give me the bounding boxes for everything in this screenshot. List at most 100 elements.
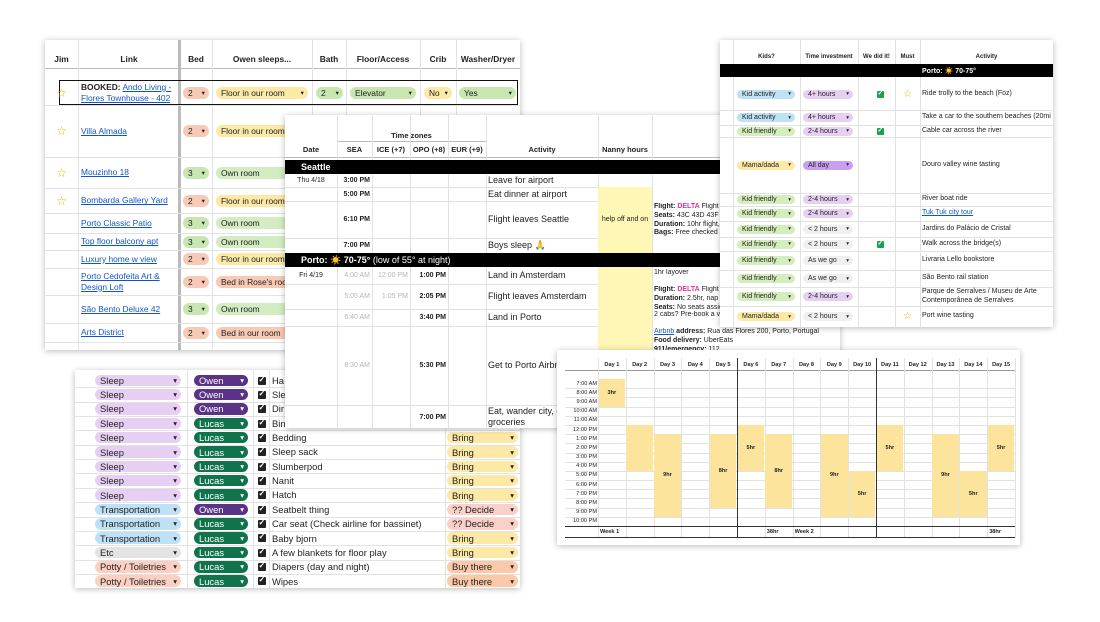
time-dropdown[interactable]: All day: [803, 160, 853, 170]
time-dropdown[interactable]: < 2 hours: [803, 312, 853, 321]
activity-name[interactable]: Tuk Tuk city tour: [922, 209, 974, 217]
time-dropdown[interactable]: 4+ hours: [803, 113, 853, 122]
packed-checkbox[interactable]: [258, 518, 266, 528]
kids-dropdown[interactable]: Mama/dada: [737, 160, 795, 170]
done-checkbox[interactable]: [877, 126, 884, 135]
owen-dropdown[interactable]: Floor in our room: [216, 86, 308, 99]
status-dropdown[interactable]: Bring: [447, 431, 518, 444]
time-dropdown[interactable]: 2-4 hours: [803, 292, 853, 301]
person-dropdown[interactable]: Lucas: [194, 474, 248, 487]
bed-dropdown[interactable]: 3: [183, 166, 209, 179]
time-dropdown[interactable]: As we go: [803, 256, 853, 265]
bed-dropdown[interactable]: 3: [183, 217, 209, 229]
packed-checkbox[interactable]: [258, 575, 266, 586]
bed-dropdown[interactable]: 3: [183, 303, 209, 315]
kids-dropdown[interactable]: Kid friendly: [737, 292, 795, 301]
kids-dropdown[interactable]: Kid friendly: [737, 224, 795, 234]
packed-checkbox[interactable]: [258, 418, 266, 428]
status-dropdown[interactable]: ?? Decide: [447, 518, 518, 530]
crib-dropdown[interactable]: No: [424, 86, 452, 99]
category-dropdown[interactable]: Sleep: [95, 431, 181, 444]
listing-link[interactable]: Ando Living - Flores Townhouse - 402: [81, 82, 172, 103]
status-dropdown[interactable]: Buy there: [447, 561, 518, 573]
kids-dropdown[interactable]: Kid activity: [737, 89, 795, 99]
kids-dropdown[interactable]: Kid friendly: [737, 209, 795, 218]
listing-link[interactable]: Top floor balcony apt: [81, 236, 159, 247]
person-dropdown[interactable]: Lucas: [194, 431, 248, 444]
person-dropdown[interactable]: Lucas: [194, 489, 248, 501]
person-dropdown[interactable]: Lucas: [194, 460, 248, 473]
listing-link[interactable]: Mouzinho 18: [81, 167, 129, 178]
category-dropdown[interactable]: Sleep: [95, 460, 181, 473]
done-checkbox[interactable]: [877, 89, 884, 98]
packed-checkbox[interactable]: [258, 489, 266, 500]
washer-dropdown[interactable]: Yes: [459, 86, 516, 99]
bath-dropdown[interactable]: 2: [316, 86, 343, 99]
floor-dropdown[interactable]: Elevator: [350, 86, 416, 99]
status-dropdown[interactable]: Bring: [447, 446, 518, 458]
status-dropdown[interactable]: ?? Decide: [447, 503, 518, 516]
category-dropdown[interactable]: Etc: [95, 546, 181, 559]
time-dropdown[interactable]: 4+ hours: [803, 89, 853, 99]
listing-link[interactable]: Luxury home w view: [81, 253, 157, 264]
category-dropdown[interactable]: Sleep: [95, 489, 181, 501]
bed-dropdown[interactable]: 2: [183, 326, 209, 339]
status-dropdown[interactable]: Bring: [447, 489, 518, 501]
person-dropdown[interactable]: Lucas: [194, 561, 248, 573]
category-dropdown[interactable]: Potty / Toiletries: [95, 575, 181, 587]
listing-link[interactable]: Arts District: [81, 327, 124, 338]
kids-dropdown[interactable]: Mama/dada: [737, 312, 795, 321]
packed-checkbox[interactable]: [258, 461, 266, 471]
time-dropdown[interactable]: < 2 hours: [803, 224, 853, 234]
done-checkbox[interactable]: [877, 239, 884, 248]
packed-checkbox[interactable]: [258, 504, 266, 514]
category-dropdown[interactable]: Sleep: [95, 403, 181, 415]
category-dropdown[interactable]: Sleep: [95, 374, 181, 386]
category-dropdown[interactable]: Potty / Toiletries: [95, 561, 181, 573]
listing-link[interactable]: São Bento Deluxe 42: [81, 303, 161, 314]
bed-dropdown[interactable]: 2: [183, 275, 209, 288]
bed-dropdown[interactable]: 2: [183, 253, 209, 265]
person-dropdown[interactable]: Owen: [194, 388, 248, 401]
category-dropdown[interactable]: Transportation: [95, 503, 181, 516]
category-dropdown[interactable]: Transportation: [95, 518, 181, 530]
packed-checkbox[interactable]: [258, 547, 266, 557]
person-dropdown[interactable]: Lucas: [194, 546, 248, 559]
kids-dropdown[interactable]: Kid friendly: [737, 256, 795, 265]
person-dropdown[interactable]: Owen: [194, 503, 248, 516]
category-dropdown[interactable]: Sleep: [95, 417, 181, 430]
note-text[interactable]: Airbnb: [654, 328, 675, 335]
kids-dropdown[interactable]: Kid activity: [737, 113, 795, 122]
listing-link[interactable]: Porto Classic Patio: [81, 217, 152, 228]
time-dropdown[interactable]: < 2 hours: [803, 239, 853, 249]
kids-dropdown[interactable]: Kid friendly: [737, 126, 795, 136]
packed-checkbox[interactable]: [258, 403, 266, 414]
person-dropdown[interactable]: Lucas: [194, 446, 248, 458]
status-dropdown[interactable]: Buy there: [447, 575, 518, 587]
status-dropdown[interactable]: Bring: [447, 474, 518, 487]
bed-dropdown[interactable]: 2: [183, 194, 209, 207]
time-dropdown[interactable]: 2-4 hours: [803, 209, 853, 218]
packed-checkbox[interactable]: [258, 446, 266, 457]
listing-link[interactable]: Villa Almada: [81, 125, 127, 136]
category-dropdown[interactable]: Transportation: [95, 532, 181, 544]
person-dropdown[interactable]: Lucas: [194, 417, 248, 430]
packed-checkbox[interactable]: [258, 389, 266, 399]
bed-dropdown[interactable]: 2: [183, 86, 209, 99]
time-dropdown[interactable]: 2-4 hours: [803, 126, 853, 136]
packed-checkbox[interactable]: [258, 375, 266, 385]
person-dropdown[interactable]: Lucas: [194, 532, 248, 544]
status-dropdown[interactable]: Bring: [447, 532, 518, 544]
person-dropdown[interactable]: Lucas: [194, 575, 248, 587]
person-dropdown[interactable]: Lucas: [194, 518, 248, 530]
packed-checkbox[interactable]: [258, 561, 266, 572]
bed-dropdown[interactable]: 3: [183, 235, 209, 248]
packed-checkbox[interactable]: [258, 475, 266, 485]
status-dropdown[interactable]: Bring: [447, 460, 518, 473]
listing-link[interactable]: Porto Cedofeita Art & Design Loft: [81, 271, 160, 292]
kids-dropdown[interactable]: Kid friendly: [737, 195, 795, 204]
time-dropdown[interactable]: As we go: [803, 274, 853, 283]
packed-checkbox[interactable]: [258, 432, 266, 442]
category-dropdown[interactable]: Sleep: [95, 388, 181, 401]
status-dropdown[interactable]: Bring: [447, 546, 518, 559]
